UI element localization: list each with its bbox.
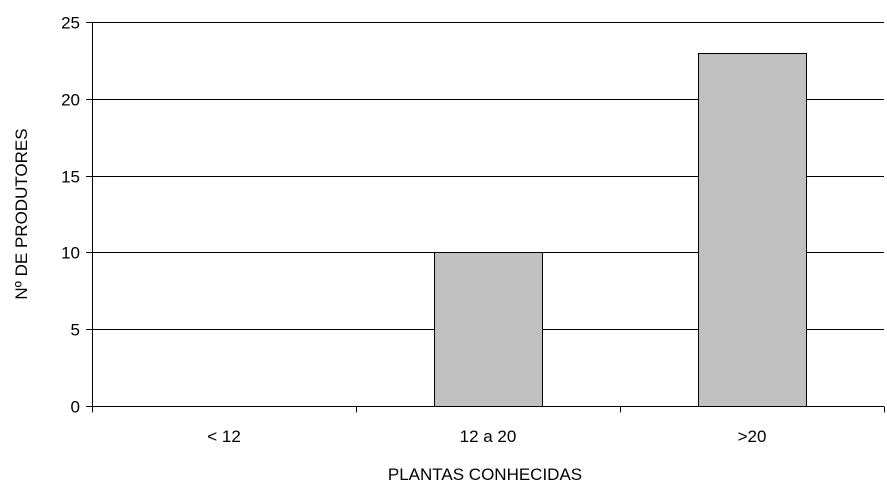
y-tick-label-20: 20 (61, 91, 80, 110)
bar-2 (698, 53, 807, 407)
bar-1 (434, 252, 543, 407)
y-axis-title: Nº DE PRODUTORES (12, 128, 31, 299)
y-tick-label-10: 10 (61, 244, 80, 263)
y-tick-label-15: 15 (61, 168, 80, 187)
y-tick-label-25: 25 (61, 14, 80, 33)
tick-labels: 0 5 10 15 20 25 < 12 12 a 20 >20 (61, 14, 766, 447)
y-tick-label-5: 5 (71, 321, 80, 340)
x-tick-label-1: 12 a 20 (460, 427, 517, 446)
axes (86, 22, 885, 413)
y-tick-label-0: 0 (71, 398, 80, 417)
x-axis-title: PLANTAS CONHECIDAS (388, 465, 582, 484)
x-tick-label-2: >20 (738, 427, 767, 446)
x-tick-label-0: < 12 (207, 427, 241, 446)
bars (434, 53, 807, 407)
